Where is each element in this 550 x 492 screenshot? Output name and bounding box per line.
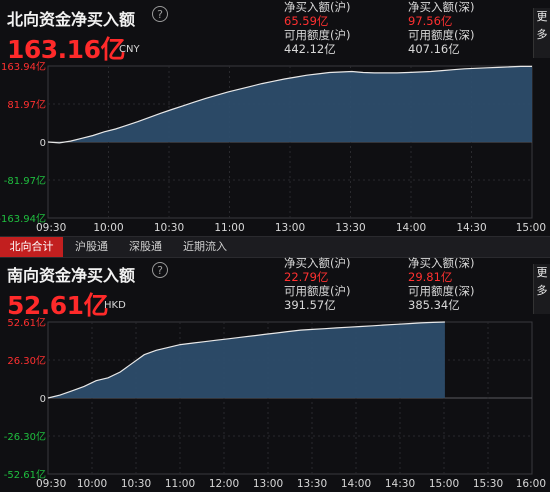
x-tick-label: 13:00 (253, 478, 283, 490)
x-tick-label: 09:30 (36, 222, 66, 234)
sh-quota-label: 可用额度(沪) (284, 28, 351, 42)
net-buy-area (48, 66, 532, 143)
x-tick-label: 10:30 (121, 478, 151, 490)
more-button[interactable]: 更多 (533, 264, 550, 314)
sh-net-buy-value: 22.79亿 (284, 270, 329, 284)
tab-recent-inflow[interactable]: 近期流入 (183, 240, 227, 253)
northbound-amount: 163.16亿 (7, 35, 125, 64)
sz-stats: 净买入额(深) 29.81亿 可用额度(深) 385.34亿 (408, 256, 474, 312)
x-tick-label: 10:30 (154, 222, 184, 234)
x-tick-label: 10:00 (77, 478, 107, 490)
y-tick-label: 0 (40, 138, 46, 149)
sh-net-buy-label: 净买入额(沪) (284, 0, 351, 14)
sz-net-buy-label: 净买入额(深) (408, 256, 475, 270)
sh-net-buy-value: 65.59亿 (284, 14, 329, 28)
net-buy-line (47, 65, 532, 144)
x-tick-label: 10:00 (93, 222, 123, 234)
y-tick-label: 81.97亿 (7, 98, 46, 111)
sz-quota-value: 385.34亿 (408, 298, 460, 312)
southbound-title: 南向资金净买入额 (7, 266, 136, 285)
x-tick-label: 15:00 (429, 478, 459, 490)
tab-bar: 北向合计 沪股通 深股通 近期流入 (0, 236, 550, 258)
x-tick-label: 11:00 (165, 478, 195, 490)
x-tick-label: 14:30 (456, 222, 486, 234)
x-tick-label: 13:30 (335, 222, 365, 234)
currency-label: CNY (119, 44, 140, 55)
sh-quota-label: 可用额度(沪) (284, 284, 351, 298)
sh-quota-value: 442.12亿 (284, 42, 336, 56)
x-tick-label: 16:00 (516, 478, 546, 490)
x-tick-label: 14:00 (396, 222, 426, 234)
y-tick-label: -52.61亿 (4, 468, 46, 481)
y-tick-label: -163.94亿 (0, 212, 46, 225)
tab-shanghai-connect[interactable]: 沪股通 (75, 240, 108, 253)
x-tick-label: 11:00 (214, 222, 244, 234)
sh-quota-value: 391.57亿 (284, 298, 336, 312)
sz-stats: 净买入额(深) 97.56亿 可用额度(深) 407.16亿 (408, 0, 474, 56)
net-buy-area (48, 322, 445, 398)
northbound-title: 北向资金净买入额 (7, 10, 136, 29)
x-tick-label: 13:30 (297, 478, 327, 490)
y-tick-label: -81.97亿 (4, 174, 46, 187)
x-tick-label: 09:30 (36, 478, 66, 490)
sz-net-buy-label: 净买入额(深) (408, 0, 475, 14)
northbound-panel: 北向资金净买入额 ? 163.16亿 CNY 净买入额(沪) 65.59亿 可用… (0, 0, 550, 236)
southbound-panel: 南向资金净买入额 ? 52.61亿 HKD 净买入额(沪) 22.79亿 可用额… (0, 256, 550, 492)
y-tick-label: 163.94亿 (1, 60, 46, 73)
more-label: 更多 (536, 10, 548, 41)
tab-north-total[interactable]: 北向合计 (0, 237, 63, 257)
currency-label: HKD (104, 300, 126, 311)
tab-shenzhen-connect[interactable]: 深股通 (129, 240, 162, 253)
more-label: 更多 (536, 266, 548, 297)
sz-net-buy-value: 97.56亿 (408, 14, 453, 28)
southbound-amount: 52.61亿 (7, 291, 109, 320)
sz-quota-label: 可用额度(深) (408, 284, 475, 298)
x-tick-label: 15:00 (516, 222, 546, 234)
x-tick-label: 14:00 (341, 478, 371, 490)
net-buy-line (47, 321, 445, 399)
help-icon[interactable]: ? (152, 6, 168, 22)
x-tick-label: 12:00 (209, 478, 239, 490)
sz-quota-label: 可用额度(深) (408, 28, 475, 42)
y-tick-label: 0 (40, 394, 46, 405)
more-button[interactable]: 更多 (533, 8, 550, 58)
x-tick-label: 13:00 (275, 222, 305, 234)
x-tick-label: 14:30 (385, 478, 415, 490)
sh-stats: 净买入额(沪) 65.59亿 可用额度(沪) 442.12亿 (284, 0, 350, 56)
sz-net-buy-value: 29.81亿 (408, 270, 453, 284)
help-icon[interactable]: ? (152, 262, 168, 278)
x-tick-label: 15:30 (473, 478, 503, 490)
sh-stats: 净买入额(沪) 22.79亿 可用额度(沪) 391.57亿 (284, 256, 350, 312)
y-tick-label: -26.30亿 (4, 430, 46, 443)
y-tick-label: 52.61亿 (7, 316, 46, 329)
sh-net-buy-label: 净买入额(沪) (284, 256, 351, 270)
sz-quota-value: 407.16亿 (408, 42, 460, 56)
y-tick-label: 26.30亿 (7, 354, 46, 367)
